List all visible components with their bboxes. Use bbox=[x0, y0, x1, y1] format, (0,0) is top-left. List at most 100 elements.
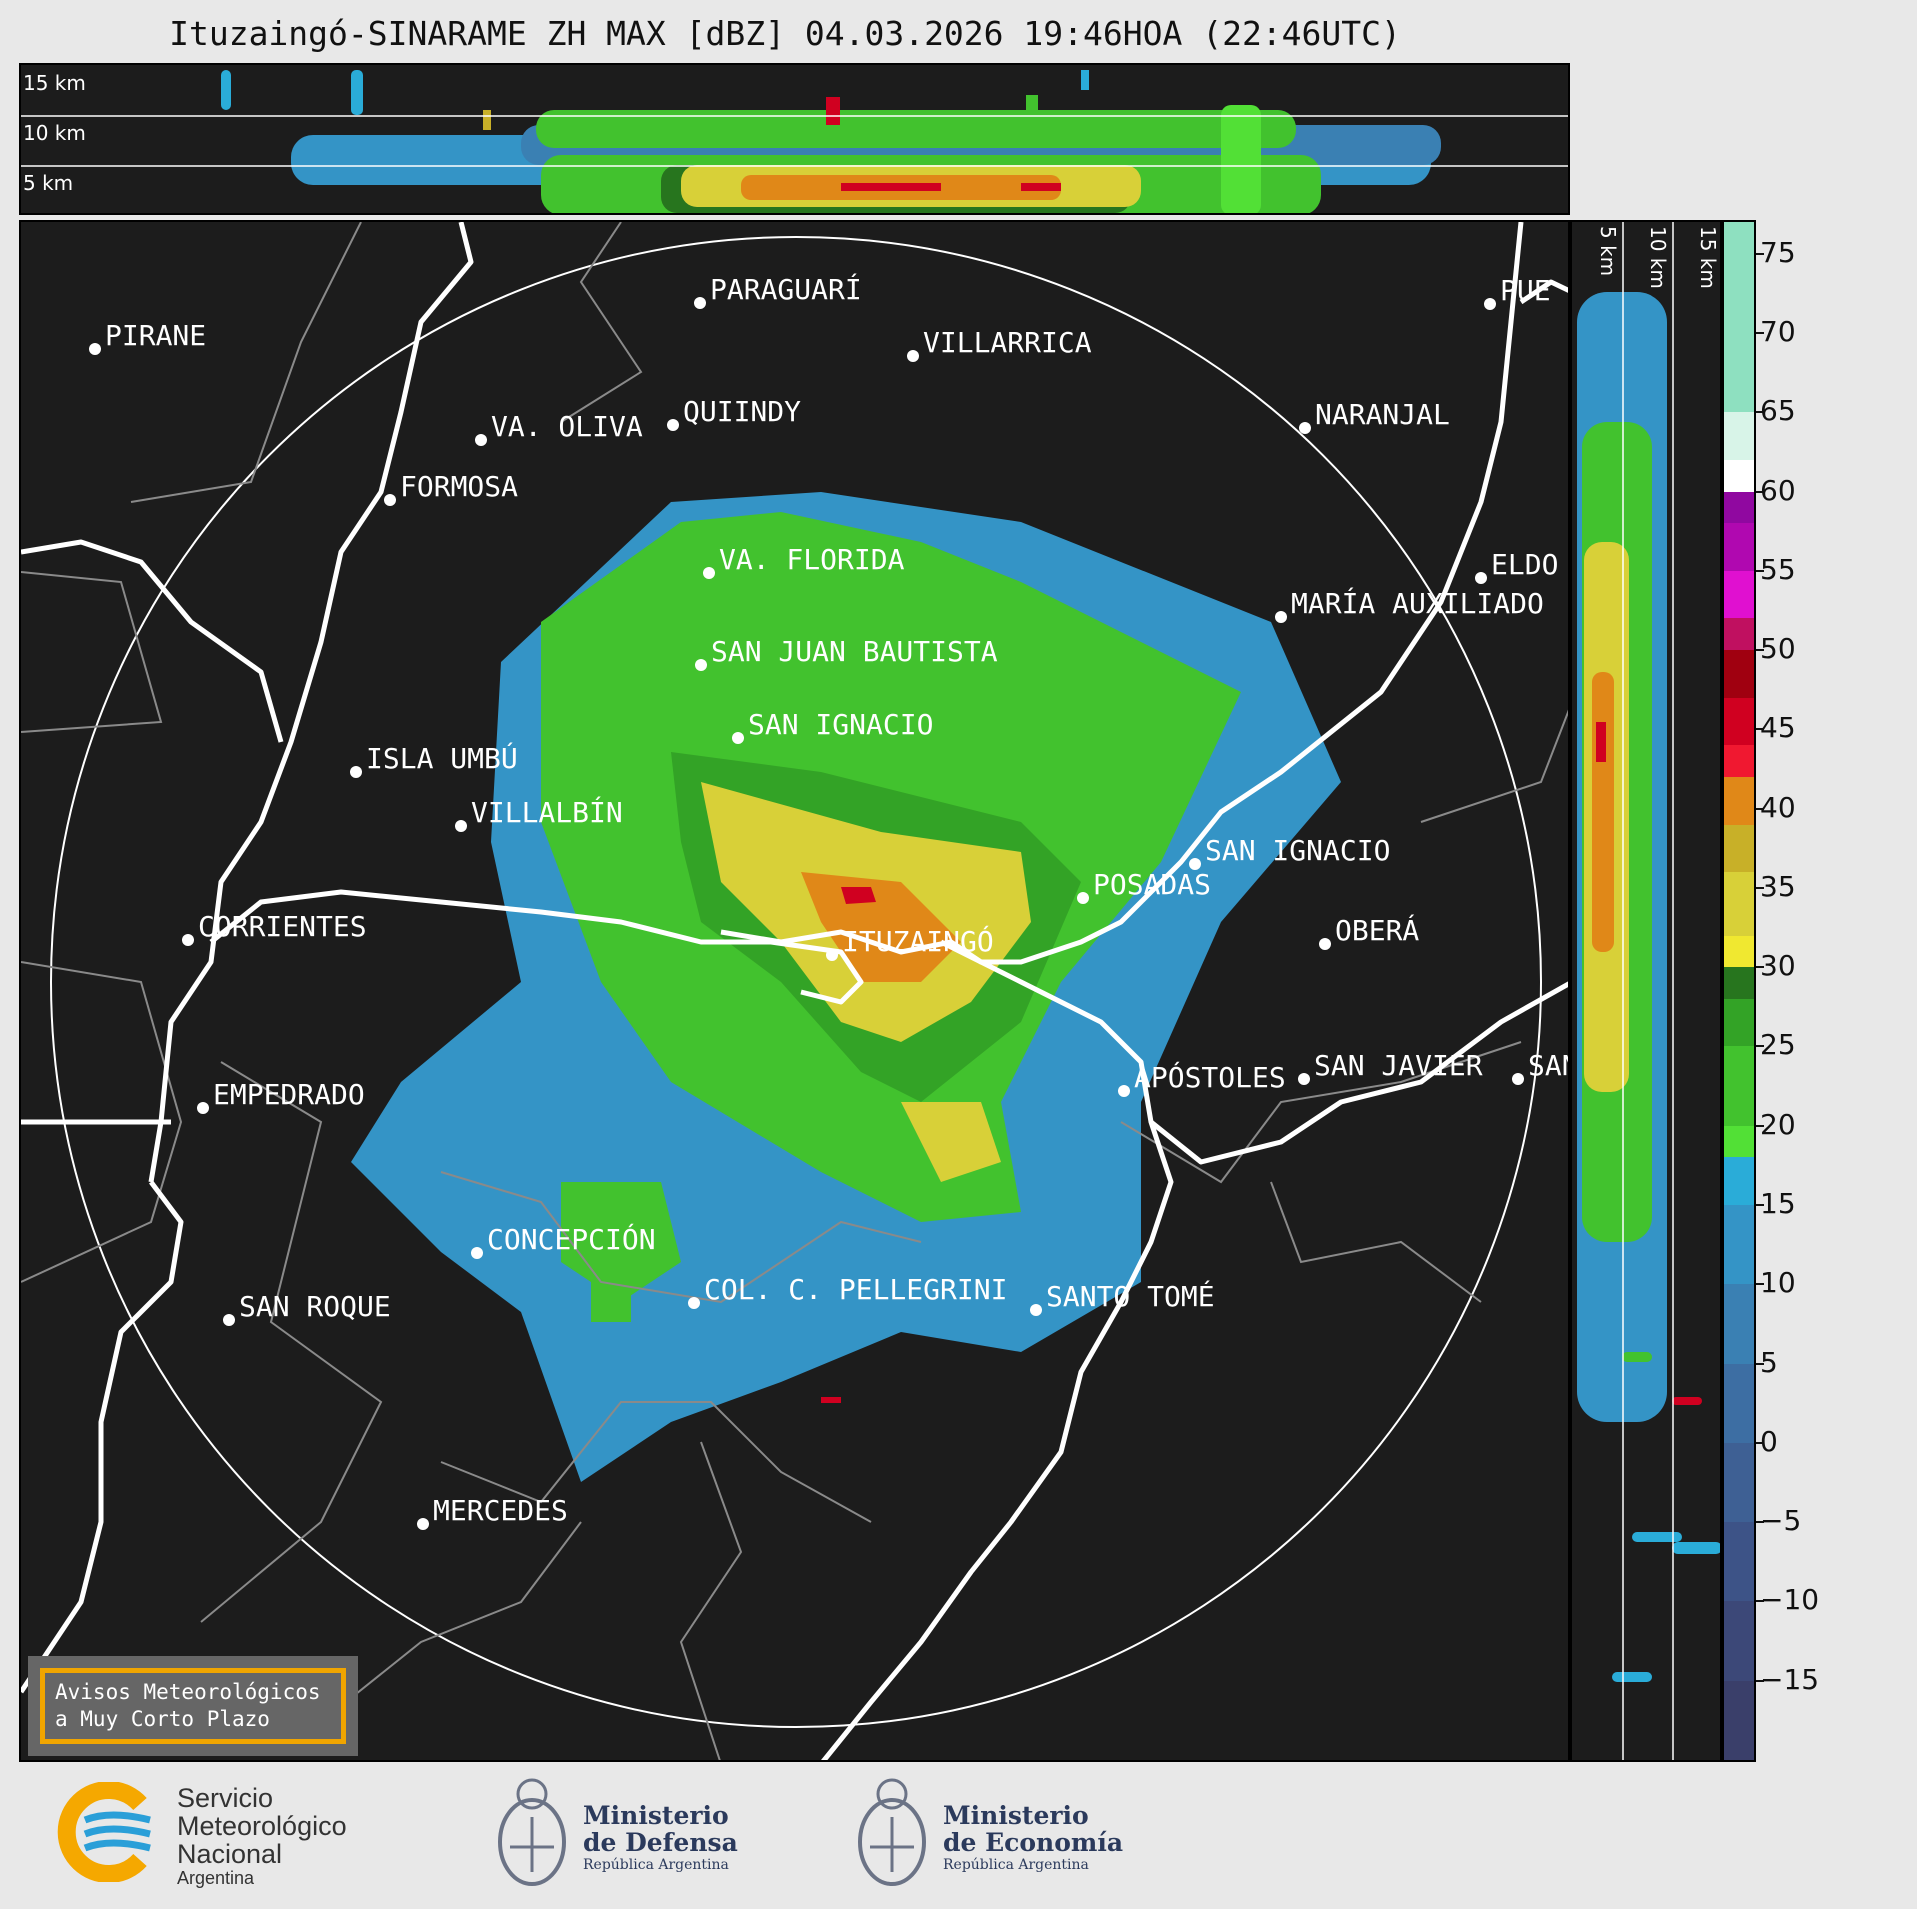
colorbar-tick-label: 40 bbox=[1760, 790, 1796, 824]
economia-line1: Ministerio bbox=[943, 1801, 1089, 1830]
chart-title: Ituzaingó-SINARAME ZH MAX [dBZ] 04.03.20… bbox=[169, 14, 1401, 53]
city-marker bbox=[907, 350, 919, 362]
colorbar-tick-label: 50 bbox=[1760, 632, 1796, 666]
level-label-5km: 5 km bbox=[23, 171, 74, 195]
colorbar-tick-label: 70 bbox=[1760, 314, 1796, 348]
colorbar-tick-label: 10 bbox=[1760, 1266, 1796, 1300]
colorbar-band bbox=[1724, 1601, 1754, 1681]
colorbar-tick-mark bbox=[1756, 1283, 1764, 1286]
city-label: VA. OLIVA bbox=[491, 410, 643, 443]
city-marker bbox=[471, 1247, 483, 1259]
economia-line3: República Argentina bbox=[943, 1857, 1089, 1873]
colorbar-tick-mark bbox=[1756, 886, 1764, 889]
city-label: ITUZAINGÓ bbox=[842, 925, 994, 958]
defensa-line1: Ministerio bbox=[583, 1801, 729, 1830]
city-marker bbox=[1298, 1073, 1310, 1085]
reflectivity-echoes bbox=[351, 492, 1341, 1482]
colorbar-tick-mark bbox=[1756, 1045, 1764, 1048]
economia-emblem-icon bbox=[858, 1778, 926, 1886]
smn-line4: Argentina bbox=[177, 1868, 255, 1888]
top-cross-section-echoes bbox=[21, 70, 1568, 213]
city-marker bbox=[667, 419, 679, 431]
city-label: OBERÁ bbox=[1335, 914, 1420, 947]
colorbar-tick-mark bbox=[1756, 1679, 1764, 1682]
city-label: SAN JAVIER bbox=[1314, 1049, 1483, 1082]
radar-map: PARAGUARÍ VILLARRICA PIRANE NARANJAL VA. OLI… bbox=[19, 220, 1570, 1762]
colorbar-tick-label: 65 bbox=[1760, 394, 1796, 428]
colorbar-tick-mark bbox=[1756, 569, 1764, 572]
radar-map-graphics bbox=[21, 222, 1568, 1760]
city-marker bbox=[1030, 1304, 1042, 1316]
side-level-15km: 15 km bbox=[1696, 226, 1720, 289]
city-marker bbox=[1077, 892, 1089, 904]
province-borders bbox=[21, 222, 1568, 1760]
colorbar-tick-label: 30 bbox=[1760, 949, 1796, 983]
city-marker bbox=[475, 434, 487, 446]
city-label: EMPEDRADO bbox=[213, 1078, 365, 1111]
city-label: SAN JUAN BAUTISTA bbox=[711, 635, 998, 668]
city-label: PUE bbox=[1500, 274, 1551, 307]
city-label: QUIINDY bbox=[683, 395, 802, 428]
colorbar-band bbox=[1724, 523, 1754, 571]
city-marker bbox=[1484, 298, 1496, 310]
colorbar-tick-label: −10 bbox=[1760, 1583, 1820, 1617]
city-marker bbox=[89, 343, 101, 355]
smn-logo: Servicio Meteorológico Nacional Argentin… bbox=[55, 1782, 395, 1888]
city-label: COL. C. PELLEGRINI bbox=[704, 1273, 1008, 1306]
city-marker bbox=[417, 1518, 429, 1530]
city-label: POSADAS bbox=[1093, 868, 1212, 901]
colorbar-tick-mark bbox=[1756, 1521, 1764, 1524]
side-cross-section-echoes bbox=[1577, 222, 1720, 1760]
city-marker bbox=[1475, 572, 1487, 584]
city-label: CONCEPCIÓN bbox=[487, 1223, 656, 1256]
colorbar-band bbox=[1724, 618, 1754, 651]
colorbar-tick-mark bbox=[1756, 1124, 1764, 1127]
avisos-line2: a Muy Corto Plazo bbox=[55, 1707, 270, 1731]
colorbar-tick-mark bbox=[1756, 649, 1764, 652]
city-label: SAN bbox=[1528, 1049, 1568, 1082]
city-marker bbox=[1512, 1073, 1524, 1085]
colorbar-tick-label: −5 bbox=[1760, 1504, 1802, 1538]
colorbar-tick-mark bbox=[1756, 331, 1764, 334]
city-label: PIRANE bbox=[105, 319, 207, 352]
colorbar-band bbox=[1724, 935, 1754, 968]
defensa-line3: República Argentina bbox=[583, 1857, 729, 1873]
city-label: SAN IGNACIO bbox=[748, 708, 934, 741]
avisos-line1: Avisos Meteorológicos bbox=[55, 1680, 321, 1704]
colorbar-band bbox=[1724, 776, 1754, 825]
smn-logo-icon bbox=[57, 1782, 151, 1882]
smn-line2: Meteorológico bbox=[177, 1811, 347, 1841]
colorbar-band bbox=[1724, 967, 1754, 999]
city-marker bbox=[703, 567, 715, 579]
city-marker bbox=[384, 494, 396, 506]
colorbar-tick-label: 55 bbox=[1760, 552, 1796, 586]
city-label: MARÍA AUXILIADO bbox=[1291, 587, 1544, 620]
economia-logo: Ministerio de Economía República Argenti… bbox=[855, 1772, 1135, 1902]
avisos-box: Avisos Meteorológicos a Muy Corto Plazo bbox=[40, 1668, 346, 1744]
city-marker bbox=[1319, 938, 1331, 950]
city-marker bbox=[182, 934, 194, 946]
smn-line1: Servicio bbox=[177, 1783, 274, 1813]
city-marker bbox=[695, 659, 707, 671]
colorbar-band bbox=[1724, 491, 1754, 524]
city-label: MERCEDES bbox=[433, 1494, 568, 1527]
colorbar-band bbox=[1724, 1363, 1754, 1443]
side-level-5km: 5 km bbox=[1596, 226, 1620, 277]
colorbar-band bbox=[1724, 1125, 1754, 1158]
colorbar-tick-label: 5 bbox=[1760, 1345, 1778, 1379]
city-marker bbox=[1275, 611, 1287, 623]
city-marker bbox=[694, 297, 706, 309]
city-marker bbox=[732, 732, 744, 744]
colorbar-tick-label: 15 bbox=[1760, 1187, 1796, 1221]
city-marker bbox=[1189, 858, 1201, 870]
colorbar-tick-mark bbox=[1756, 252, 1764, 255]
city-marker bbox=[455, 820, 467, 832]
colorbar-tick-mark bbox=[1756, 1441, 1764, 1444]
colorbar-band bbox=[1724, 1680, 1754, 1760]
colorbar-band bbox=[1724, 412, 1754, 460]
colorbar-tick-label: 25 bbox=[1760, 1028, 1796, 1062]
colorbar-band bbox=[1724, 1157, 1754, 1206]
colorbar-band bbox=[1724, 697, 1754, 746]
colorbar-tick-label: 20 bbox=[1760, 1107, 1796, 1141]
colorbar-tick-mark bbox=[1756, 490, 1764, 493]
